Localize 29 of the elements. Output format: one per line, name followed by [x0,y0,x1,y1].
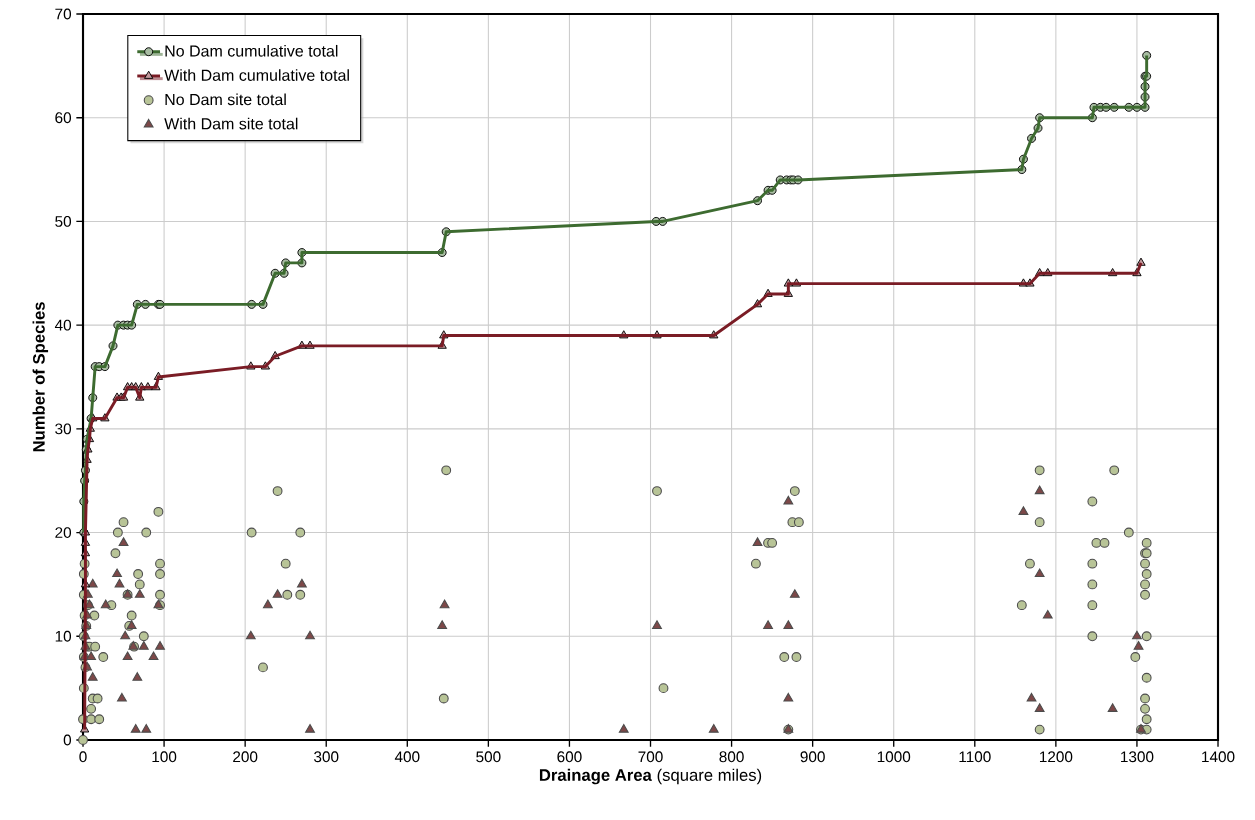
x-axis-title: Drainage Area (square miles) [539,768,762,785]
x-tick-label: 0 [79,751,87,763]
legend-label: With Dam cumulative total [164,69,349,81]
y-tick-label: 60 [55,112,72,124]
y-axis-title: Number of Species [32,302,49,452]
y-tick-label: 20 [55,527,72,538]
x-tick-label: 1100 [959,751,991,763]
x-tick-label: 600 [557,751,582,763]
legend-label: With Dam site total [164,117,298,130]
y-tick-label: 0 [63,734,72,746]
x-tick-label: 200 [233,751,258,763]
x-tick-label: 1300 [1121,751,1154,763]
y-tick-label: 50 [55,215,72,227]
x-tick-label: 500 [476,751,501,763]
y-tick-label: 10 [55,630,72,642]
y-tick-label: 70 [55,8,72,20]
x-tick-label: 700 [638,751,663,763]
x-tick-label: 1400 [1202,751,1235,763]
x-tick-label: 100 [152,751,177,763]
y-tick-label: 40 [54,319,72,331]
legend-label: No Dam cumulative total [165,44,338,57]
x-tick-label: 300 [314,751,339,763]
x-tick-label: 1000 [877,751,911,763]
y-tick-label: 30 [55,423,72,435]
x-tick-label: 800 [719,751,744,763]
x-tick-label: 400 [394,751,420,763]
x-tick-label: 900 [800,751,825,763]
legend-label: No Dam site total [165,93,286,106]
x-tick-label: 1200 [1039,751,1073,763]
